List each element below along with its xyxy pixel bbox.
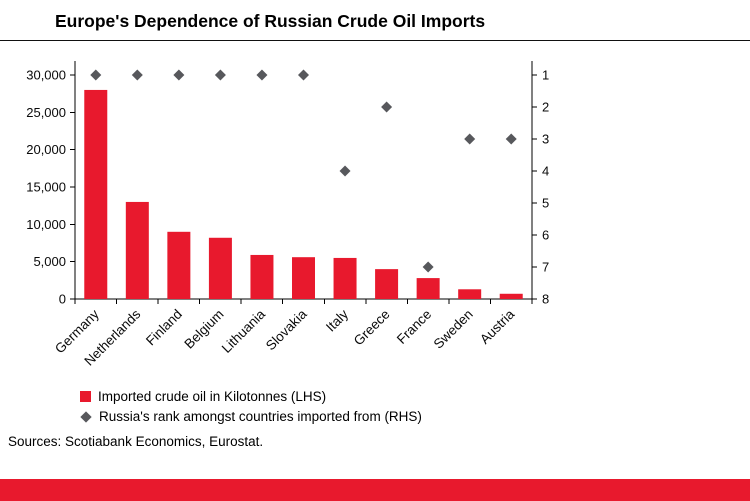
category-label-finland: Finland bbox=[143, 307, 185, 349]
category-label-italy: Italy bbox=[323, 306, 351, 334]
left-axis-tick-label: 25,000 bbox=[26, 105, 66, 120]
right-axis-tick-label: 2 bbox=[542, 100, 549, 115]
rank-diamond-austria bbox=[505, 133, 517, 145]
rank-diamond-lithuania bbox=[256, 69, 268, 81]
category-label-france: France bbox=[394, 307, 434, 347]
legend-label-imports: Imported crude oil in Kilotonnes (LHS) bbox=[98, 389, 327, 404]
left-axis-tick-label: 0 bbox=[59, 292, 66, 307]
bar-finland bbox=[167, 231, 191, 299]
rank-diamond-netherlands bbox=[131, 69, 143, 81]
right-axis-tick-label: 4 bbox=[542, 164, 549, 179]
bar-greece bbox=[375, 269, 399, 299]
sources-note: Sources: Scotiabank Economics, Eurostat. bbox=[8, 434, 264, 449]
bar-germany bbox=[84, 89, 108, 299]
chart-legend: Imported crude oil in Kilotonnes (LHS) R… bbox=[80, 389, 750, 424]
rank-diamond-slovakia bbox=[298, 69, 309, 81]
rank-diamond-sweden bbox=[464, 133, 476, 145]
bar-netherlands bbox=[125, 201, 149, 299]
chart-header: Europe's Dependence of Russian Crude Oil… bbox=[0, 0, 750, 41]
category-label-lithuania: Lithuania bbox=[219, 306, 269, 356]
left-axis-tick-label: 5,000 bbox=[33, 254, 66, 269]
rank-diamond-finland bbox=[173, 69, 185, 81]
left-axis-tick-label: 15,000 bbox=[26, 180, 66, 195]
footer-bar: Chart of the Week: Prepared by: Marc Erc… bbox=[0, 479, 750, 501]
right-axis-tick-label: 8 bbox=[542, 292, 549, 307]
category-label-slovakia: Slovakia bbox=[263, 306, 310, 353]
category-label-sweden: Sweden bbox=[431, 307, 476, 352]
bar-slovakia bbox=[292, 257, 315, 299]
legend-item-rank: Russia's rank amongst countries imported… bbox=[80, 409, 750, 424]
rank-diamond-italy bbox=[339, 165, 351, 177]
rank-diamond-germany bbox=[90, 69, 102, 81]
left-axis-tick-label: 20,000 bbox=[26, 142, 66, 157]
bar-belgium bbox=[208, 237, 232, 299]
category-label-austria: Austria bbox=[477, 306, 518, 347]
bar-sweden bbox=[458, 289, 482, 299]
right-axis-tick-label: 1 bbox=[542, 68, 549, 83]
diamond-series-swatch bbox=[80, 410, 92, 423]
bar-italy bbox=[333, 257, 357, 299]
left-axis-tick-label: 30,000 bbox=[26, 68, 66, 83]
rank-diamond-greece bbox=[381, 101, 393, 113]
rank-diamond-belgium bbox=[214, 69, 226, 81]
left-axis-tick-label: 10,000 bbox=[26, 217, 66, 232]
bar-series-swatch bbox=[80, 391, 91, 402]
right-axis-tick-label: 5 bbox=[542, 196, 549, 211]
category-label-greece: Greece bbox=[351, 307, 393, 349]
rank-diamond-france bbox=[422, 261, 434, 273]
bar-austria bbox=[499, 293, 523, 299]
combo-chart: 0 5,000 10,000 15,000 20,000 25,000 30,000 1 2 3 4… bbox=[26, 61, 549, 369]
right-axis-tick-label: 7 bbox=[542, 260, 549, 275]
right-axis-tick-label: 6 bbox=[542, 228, 549, 243]
chart-title: Europe's Dependence of Russian Crude Oil… bbox=[55, 11, 486, 31]
legend-item-imports: Imported crude oil in Kilotonnes (LHS) bbox=[80, 389, 750, 404]
bar-france bbox=[416, 278, 440, 299]
right-axis-tick-label: 3 bbox=[542, 132, 549, 147]
bar-lithuania bbox=[250, 254, 274, 299]
legend-label-rank: Russia's rank amongst countries imported… bbox=[99, 409, 422, 424]
